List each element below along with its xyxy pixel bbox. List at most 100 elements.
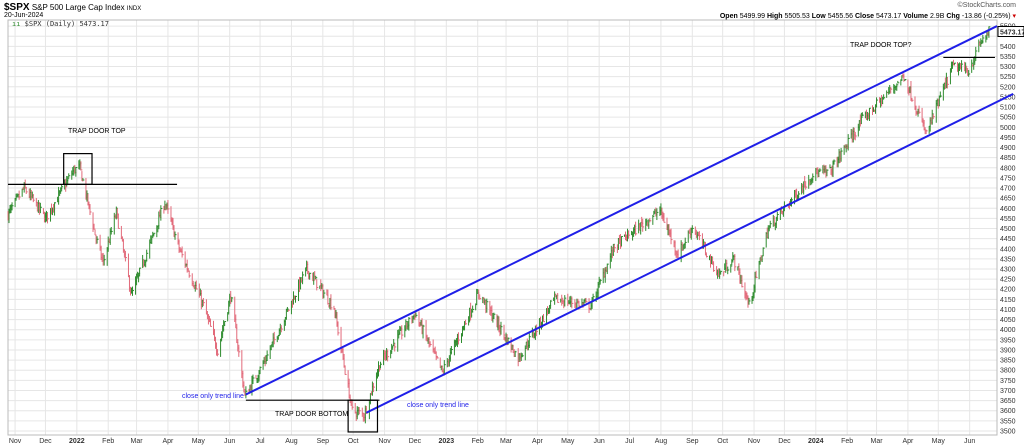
y-tick-label: 5150	[1000, 94, 1016, 101]
y-tick-label: 5100	[1000, 105, 1016, 112]
chg-label: Chg	[946, 13, 960, 20]
y-tick-label: 5300	[1000, 64, 1016, 71]
x-tick-label: Feb	[841, 438, 853, 445]
y-tick-label: 4350	[1000, 256, 1016, 263]
y-tick-label: 4850	[1000, 155, 1016, 162]
x-tick-label: Apr	[162, 438, 174, 445]
series-legend: ıı $SPX (Daily) 5473.17	[12, 20, 109, 28]
x-tick-label: Jun	[964, 438, 975, 445]
low-label: Low	[811, 13, 826, 20]
y-tick-label: 3600	[1000, 408, 1016, 415]
y-tick-label: 4500	[1000, 226, 1016, 233]
y-tick-label: 3550	[1000, 418, 1016, 425]
exchange: INDX	[126, 6, 142, 12]
y-tick-label: 4550	[1000, 216, 1016, 223]
volume-value: 2.9B	[929, 13, 945, 20]
trend-line-1	[245, 25, 998, 396]
ohlc-summary: Open 5499.99 High 5505.53 Low 5455.56 Cl…	[720, 12, 1016, 20]
high-value: 5505.53	[784, 13, 810, 20]
symbol: $SPX	[4, 2, 30, 13]
chg-value: -13.86 (-0.25%)	[961, 13, 1011, 20]
trap-door-bottom-label: TRAP DOOR BOTTOM	[275, 411, 348, 418]
y-tick-label: 4150	[1000, 297, 1016, 304]
x-tick-label: Sep	[686, 438, 699, 445]
y-tick-label: 5250	[1000, 74, 1016, 81]
x-tick-label: Apr	[532, 438, 544, 445]
y-tick-label: 4300	[1000, 267, 1016, 274]
y-tick-label: 3900	[1000, 347, 1016, 354]
plot-border	[7, 19, 998, 436]
x-tick-label: Jun	[224, 438, 235, 445]
y-tick-label: 4650	[1000, 196, 1016, 203]
x-tick-label: Aug	[285, 438, 298, 445]
y-tick-label: 4250	[1000, 277, 1016, 284]
y-tick-label: 4400	[1000, 246, 1016, 253]
y-tick-label: 3650	[1000, 398, 1016, 405]
y-tick-label: 5350	[1000, 54, 1016, 61]
y-tick-label: 4200	[1000, 287, 1016, 294]
trap-door-top-label: TRAP DOOR TOP	[68, 128, 126, 135]
x-tick-label: Jul	[256, 438, 265, 445]
x-tick-label: Sep	[317, 438, 330, 445]
x-tick-label: Oct	[717, 438, 728, 445]
x-tick-label: Mar	[871, 438, 884, 445]
y-tick-label: 5050	[1000, 115, 1016, 122]
y-tick-label: 5400	[1000, 44, 1016, 51]
trap-door-bottom-box	[347, 399, 379, 433]
x-tick-label: 2024	[808, 438, 824, 445]
x-tick-label: Jun	[594, 438, 605, 445]
trend-line-label-1: close only trend line	[182, 393, 244, 400]
brand-logo: ©StockCharts.com	[957, 2, 1016, 9]
x-tick-label: Mar	[131, 438, 144, 445]
close-value: 5473.17	[875, 13, 902, 20]
down-arrow-icon: ▾	[1012, 13, 1016, 20]
x-tick-label: May	[561, 438, 575, 445]
x-tick-label: Jul	[625, 438, 634, 445]
x-tick-label: Nov	[9, 438, 22, 445]
last-price-box	[997, 26, 1024, 38]
y-tick-label: 3950	[1000, 337, 1016, 344]
x-tick-label: Dec	[409, 438, 422, 445]
y-tick-label: 3850	[1000, 358, 1016, 365]
trend-line-label-2: close only trend line	[407, 402, 469, 409]
y-tick-label: 4450	[1000, 236, 1016, 243]
low-value: 5455.56	[827, 13, 854, 20]
open-label: Open	[719, 13, 738, 20]
x-tick-label: Apr	[902, 438, 914, 445]
y-tick-label: 4950	[1000, 135, 1016, 142]
y-tick-label: 4050	[1000, 317, 1016, 324]
chart-date: 20-Jun-2024	[4, 12, 44, 19]
y-tick-label: 4000	[1000, 327, 1016, 334]
volume-label: Volume	[903, 13, 929, 20]
y-tick-label: 4100	[1000, 307, 1016, 314]
x-tick-label: Mar	[500, 438, 513, 445]
x-tick-label: Oct	[348, 438, 359, 445]
x-tick-label: May	[192, 438, 206, 445]
x-tick-label: 2023	[439, 438, 455, 445]
x-tick-label: May	[932, 438, 946, 445]
y-tick-label: 4750	[1000, 175, 1016, 182]
y-tick-label: 3500	[1000, 428, 1016, 435]
index-name: S&P 500 Large Cap Index	[31, 3, 125, 12]
y-tick-label: 4800	[1000, 165, 1016, 172]
chart-title: $SPX S&P 500 Large Cap Index INDX	[4, 2, 141, 13]
y-tick-label: 3750	[1000, 378, 1016, 385]
x-tick-label: Nov	[378, 438, 391, 445]
y-tick-label: 3800	[1000, 368, 1016, 375]
y-tick-label: 3700	[1000, 388, 1016, 395]
y-tick-label: 5000	[1000, 125, 1016, 132]
x-tick-label: Nov	[748, 438, 761, 445]
x-tick-label: Dec	[778, 438, 791, 445]
x-tick-label: Feb	[102, 438, 114, 445]
x-tick-label: Aug	[655, 438, 668, 445]
trend-line-2	[365, 92, 1014, 414]
high-label: High	[766, 13, 783, 20]
x-tick-label: Feb	[472, 438, 484, 445]
legend-text: $SPX (Daily) 5473.17	[24, 20, 109, 28]
x-tick-label: 2022	[69, 438, 85, 445]
y-tick-label: 4900	[1000, 145, 1016, 152]
y-tick-label: 4600	[1000, 206, 1016, 213]
ohlc-legend-icon: ıı	[12, 20, 21, 28]
close-label: Close	[854, 13, 875, 20]
